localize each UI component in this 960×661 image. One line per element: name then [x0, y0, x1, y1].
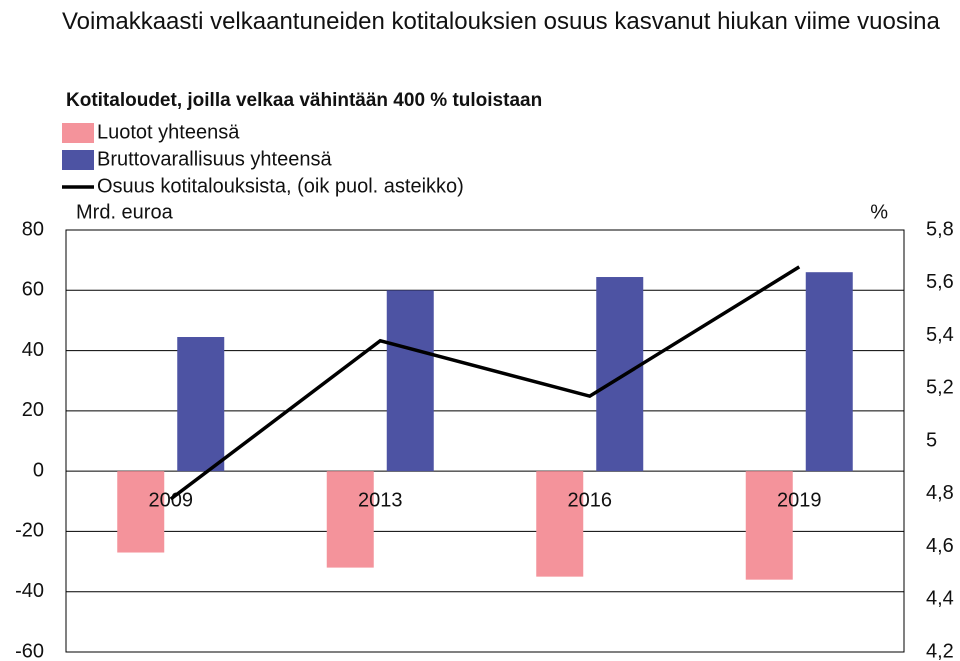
chart-title: Voimakkaasti velkaantuneiden kotitalouks… — [62, 8, 940, 35]
y-tick-label: -20 — [15, 520, 44, 542]
legend-label: Bruttovarallisuus yhteensä — [97, 148, 332, 170]
legend-label: Osuus kotitalouksista, (oik puol. asteik… — [97, 175, 464, 197]
x-tick-label: 2019 — [777, 489, 822, 511]
y-tick-label: 80 — [22, 218, 44, 240]
y2-tick-label: 4,4 — [926, 588, 954, 610]
bar — [386, 290, 434, 472]
y2-tick-label: 5,2 — [926, 377, 954, 399]
legend-swatch — [62, 123, 94, 143]
plot-frame — [65, 229, 905, 653]
x-tick-label: 2009 — [149, 489, 194, 511]
y-tick-label: 0 — [33, 459, 44, 481]
y2-axis-label: % — [870, 201, 888, 223]
bar — [596, 277, 644, 472]
line — [169, 265, 801, 501]
bar — [326, 471, 374, 568]
y2-tick-label: 5 — [926, 429, 937, 451]
y2-tick-label: 5,8 — [926, 218, 954, 240]
y-axis-label: Mrd. euroa — [76, 201, 174, 223]
y2-tick-label: 4,2 — [926, 640, 954, 661]
bar — [745, 471, 793, 580]
y-tick-label: -60 — [15, 640, 44, 661]
legend-swatch — [62, 150, 94, 170]
bar — [536, 471, 584, 577]
bar — [177, 337, 225, 472]
y-tick-label: 40 — [22, 339, 44, 361]
y2-tick-label: 5,4 — [926, 324, 954, 346]
bar — [805, 272, 853, 472]
bar — [117, 471, 165, 553]
y2-tick-label: 4,8 — [926, 482, 954, 504]
x-tick-label: 2016 — [568, 489, 613, 511]
x-tick-label: 2013 — [358, 489, 403, 511]
y-tick-label: 20 — [22, 399, 44, 421]
y-tick-label: -40 — [15, 580, 44, 602]
y-tick-label: 60 — [22, 279, 44, 301]
chart-subtitle: Kotitaloudet, joilla velkaa vähintään 40… — [66, 90, 542, 111]
legend-label: Luotot yhteensä — [97, 121, 240, 143]
y2-tick-label: 5,6 — [926, 271, 954, 293]
y2-tick-label: 4,6 — [926, 535, 954, 557]
